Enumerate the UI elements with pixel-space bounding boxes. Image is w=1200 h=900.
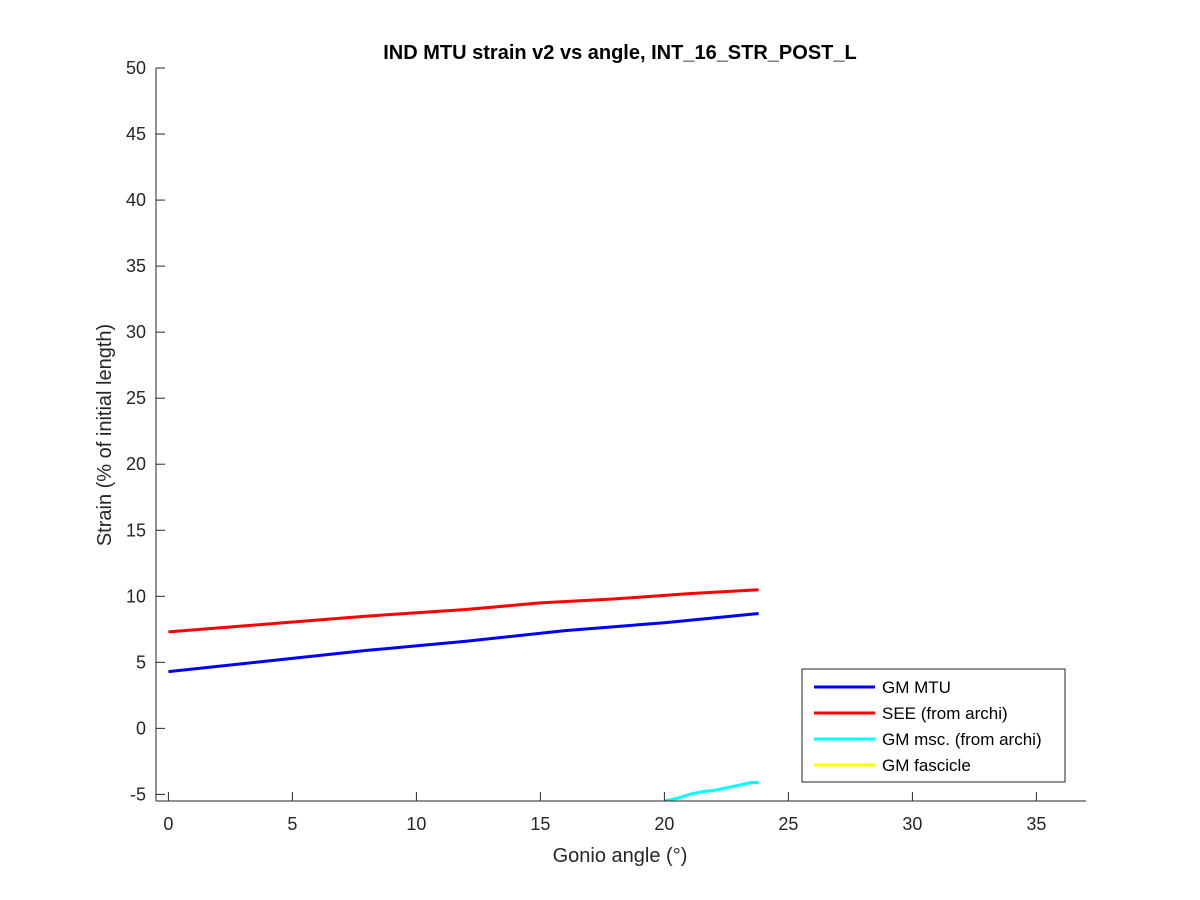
series-lines bbox=[168, 588, 759, 801]
y-tick-label: 20 bbox=[126, 454, 146, 474]
series-line-0 bbox=[168, 612, 759, 674]
y-tick-label: 40 bbox=[126, 190, 146, 210]
y-tick-label: 35 bbox=[126, 256, 146, 276]
y-tick-label: -5 bbox=[130, 784, 146, 804]
legend-label: GM MTU bbox=[882, 678, 951, 697]
x-tick-label: 35 bbox=[1026, 814, 1046, 834]
legend-label: GM fascicle bbox=[882, 756, 971, 775]
y-tick-label: 0 bbox=[136, 718, 146, 738]
x-tick-label: 0 bbox=[163, 814, 173, 834]
series-line-1 bbox=[168, 588, 759, 634]
y-tick-label: 5 bbox=[136, 652, 146, 672]
x-tick-label: 20 bbox=[654, 814, 674, 834]
x-tick-label: 5 bbox=[287, 814, 297, 834]
y-tick-label: 15 bbox=[126, 520, 146, 540]
legend: GM MTU SEE (from archi) GM msc. (from arch… bbox=[801, 668, 1066, 783]
y-tick-label: 25 bbox=[126, 388, 146, 408]
axes: 0 5 10 15 20 25 30 35 -5 0 5 10 15 20 25 30 35 40 45 50 bbox=[126, 58, 1086, 834]
chart-title: IND MTU strain v2 vs angle, INT_16_STR_P… bbox=[383, 42, 856, 64]
y-tick-label: 50 bbox=[126, 58, 146, 78]
legend-label: GM msc. (from archi) bbox=[882, 730, 1042, 749]
x-tick-label: 15 bbox=[530, 814, 550, 834]
x-tick-label: 25 bbox=[778, 814, 798, 834]
y-tick-label: 45 bbox=[126, 124, 146, 144]
series-line-2 bbox=[664, 781, 759, 801]
y-axis-label: Strain (% of initial length) bbox=[94, 324, 116, 546]
x-tick-label: 10 bbox=[406, 814, 426, 834]
x-tick-label: 30 bbox=[902, 814, 922, 834]
y-tick-label: 30 bbox=[126, 322, 146, 342]
legend-label: SEE (from archi) bbox=[882, 704, 1008, 723]
y-tick-label: 10 bbox=[126, 586, 146, 606]
x-axis-label: Gonio angle (°) bbox=[553, 845, 688, 867]
